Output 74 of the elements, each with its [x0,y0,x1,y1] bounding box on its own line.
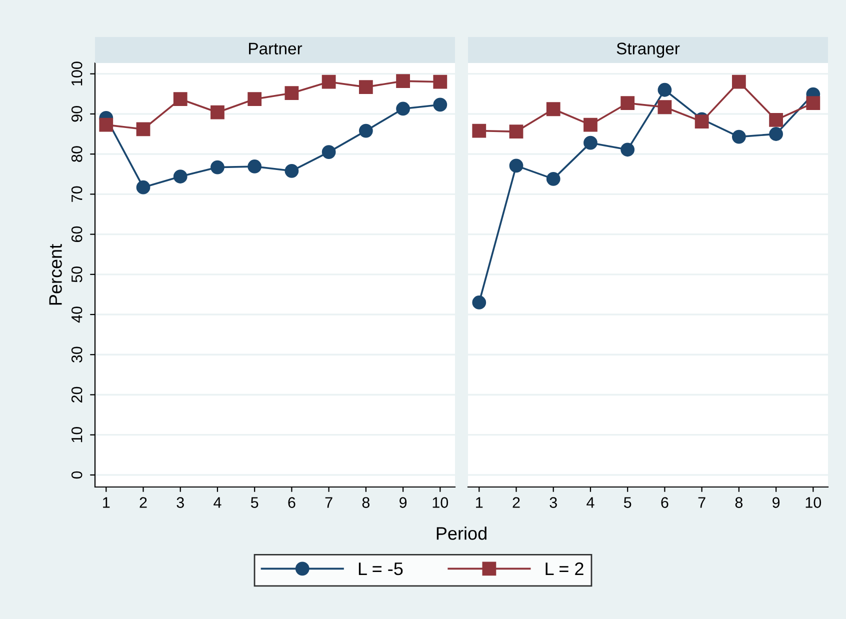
point [136,180,150,194]
point [358,80,373,94]
point [322,74,336,89]
point [472,296,486,310]
x-tick-label: 10 [432,497,448,508]
x-tick-label: 7 [325,497,332,508]
y-tick-label: 30 [71,346,82,363]
point [732,130,746,144]
point [322,145,336,159]
x-tick-label: 5 [250,497,258,508]
legend-label: L = -5 [358,562,403,576]
point [284,164,299,178]
x-tick-label: 7 [698,497,706,508]
point [620,142,635,157]
y-tick-label: 100 [71,62,82,86]
y-tick-label: 0 [71,471,82,479]
y-tick-label: 60 [71,226,82,242]
point [396,74,410,88]
x-tick-label: 4 [586,497,594,508]
point [358,124,373,138]
point [173,170,188,184]
chart-title: Stranger [616,42,680,58]
x-tick-label: 3 [176,497,184,508]
x-tick-label: 2 [512,497,520,508]
x-tick-label: 5 [624,497,632,508]
x-tick-label: 8 [735,497,743,508]
point [173,92,188,106]
x-tick-label: 8 [362,497,370,508]
x-tick-label: 9 [400,497,407,508]
x-tick-label: 6 [661,497,668,508]
chart-title: Partner [249,42,302,54]
point [806,96,820,110]
point [546,102,560,116]
point [620,96,635,110]
y-tick-label: 80 [71,146,82,162]
x-tick-label: 1 [476,497,483,508]
point [433,74,448,89]
y-axis-title: Percent [49,244,62,305]
y-tick-label: 40 [71,306,82,323]
y-tick-label: 20 [71,386,82,402]
y-tick-label: 50 [71,266,82,282]
point [694,114,709,129]
point [769,113,783,127]
point [136,122,150,136]
x-tick-label: 1 [103,497,110,508]
x-tick-label: 10 [806,497,822,508]
x-tick-label: 9 [772,497,780,508]
point [433,98,448,112]
point [584,118,598,132]
point [248,92,262,106]
point [769,127,783,141]
point [658,100,672,114]
point [396,102,410,116]
point [584,136,598,150]
point [248,160,262,174]
y-tick-label: 10 [71,426,82,442]
point [284,86,299,100]
x-tick-label: 4 [214,497,222,508]
x-tick-label: 2 [140,497,147,508]
point [509,158,524,173]
point [210,160,224,174]
y-tick-label: 90 [71,106,82,122]
y-tick-label: 70 [71,186,82,202]
x-tick-label: 3 [550,497,557,508]
point [472,124,486,138]
x-tick-label: 6 [288,497,296,508]
legend-label: L = 2 [546,562,584,576]
point [509,124,524,139]
point [99,118,114,132]
point [210,105,224,120]
x-axis-title: Period [436,526,486,540]
point [732,74,746,89]
point [546,172,560,186]
point [658,82,672,97]
